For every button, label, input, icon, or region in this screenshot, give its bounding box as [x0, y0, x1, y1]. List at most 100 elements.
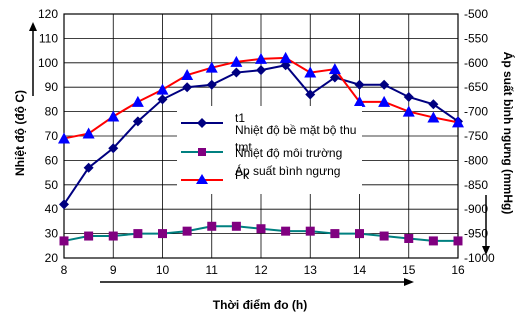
y-left-tick-label: 20 [45, 251, 59, 265]
point-t1 [83, 162, 94, 173]
point-t1 [108, 143, 119, 154]
legend-desc-t1: Nhiệt độ bề mặt bộ thu [235, 123, 357, 137]
point-t1 [59, 199, 69, 210]
point-t1 [256, 65, 266, 76]
point-tmt [182, 226, 192, 236]
y-right-tick-label: -700 [464, 105, 488, 119]
point-tmt [355, 229, 364, 239]
point-tmt [207, 221, 217, 231]
point-Pk [279, 51, 292, 63]
point-Pk [156, 83, 169, 95]
point-Pk [353, 95, 366, 107]
point-Pk [58, 132, 70, 144]
point-Pk [328, 63, 341, 75]
point-tmt [108, 231, 118, 241]
point-tmt [59, 236, 69, 246]
y-left-tick-label: 60 [45, 153, 59, 167]
x-axis-arrow-head [404, 278, 414, 286]
x-tick-label: 9 [110, 263, 117, 277]
legend-label-t1: t1 [235, 111, 246, 125]
point-tmt [84, 231, 94, 241]
point-tmt [281, 226, 291, 236]
y-right-tick-label: -950 [464, 227, 488, 241]
y-left-tick-label: 110 [39, 31, 58, 45]
point-t1 [206, 79, 217, 90]
point-t1 [379, 79, 390, 90]
point-Pk [107, 110, 120, 122]
point-t1 [182, 82, 193, 93]
y-left-tick-label: 80 [45, 105, 59, 119]
point-tmt [305, 226, 315, 236]
point-t1 [132, 116, 143, 127]
point-tmt [330, 229, 340, 239]
legend-marker-tmt [198, 148, 206, 156]
y-right-tick-label: -900 [464, 202, 488, 216]
y-right-tick-label: -600 [464, 56, 488, 70]
y-left-tick-label: 30 [45, 227, 59, 241]
tick-labels: 20 30 40 50 60 70 80 90 100 110 120 -500 -550 -600 -65… [38, 7, 495, 277]
right-axis-arrow-head [482, 246, 490, 255]
point-Pk [131, 95, 144, 107]
y-axis-label-right: Áp suất bình ngưng (mmHg) [501, 51, 515, 215]
y-left-tick-label: 50 [45, 178, 59, 192]
y-right-tick-label: -750 [464, 129, 488, 143]
point-Pk [452, 116, 464, 128]
point-t1 [428, 99, 439, 110]
x-tick-label: 16 [451, 263, 465, 277]
series-layer [58, 51, 464, 246]
legend-label-pk: Pk [235, 168, 250, 182]
point-tmt [158, 229, 167, 239]
y-right-tick-label: -650 [464, 80, 488, 94]
y-right-tick-label: -800 [464, 153, 488, 167]
legend-marker-pk [196, 174, 208, 184]
y-left-tick-label: 120 [38, 7, 58, 21]
point-tmt [404, 233, 414, 243]
point-t1 [403, 91, 414, 102]
y-right-tick-label: -500 [464, 7, 488, 21]
legend: t1 Nhiệt độ bề mặt bộ thu tmt Nhiệt độ m… [177, 106, 362, 194]
point-Pk [378, 95, 391, 107]
point-tmt [256, 224, 266, 234]
point-Pk [205, 61, 218, 73]
axis-arrows [29, 22, 490, 286]
point-Pk [82, 127, 95, 139]
point-tmt [231, 221, 241, 231]
x-tick-label: 12 [254, 263, 268, 277]
point-tmt [428, 236, 438, 246]
x-tick-label: 14 [353, 263, 367, 277]
point-t1 [329, 72, 340, 83]
point-Pk [304, 66, 317, 78]
point-Pk [427, 111, 440, 123]
point-tmt [379, 231, 389, 241]
y-left-tick-label: 90 [45, 80, 59, 94]
x-axis-label: Thời điểm đo (h) [212, 298, 308, 312]
x-tick-label: 10 [156, 263, 170, 277]
y-right-tick-label: -1000 [464, 251, 495, 265]
point-tmt [453, 236, 463, 246]
y-right-tick-label: -550 [464, 31, 488, 45]
point-Pk [181, 69, 194, 80]
legend-desc-pk: Áp suất bình ngưng [235, 164, 341, 178]
y-right-tick-label: -850 [464, 178, 488, 192]
point-t1 [354, 79, 365, 90]
legend-marker-t1 [197, 118, 207, 128]
point-t1 [231, 67, 242, 78]
y-left-tick-label: 100 [38, 56, 58, 70]
legend-swatches [181, 118, 223, 184]
legend-label-tmt: tmt [235, 140, 252, 154]
point-Pk [255, 52, 267, 64]
point-t1 [305, 89, 316, 100]
legend-desc-tmt: Nhiệt độ môi trường [235, 146, 343, 160]
y-left-tick-label: 40 [45, 202, 59, 216]
x-tick-label: 13 [304, 263, 318, 277]
point-tmt [133, 229, 143, 239]
point-Pk [230, 55, 243, 67]
x-tick-label: 8 [61, 263, 68, 277]
point-Pk [402, 105, 415, 117]
y-axis-label-left: Nhiệt độ (độ C) [13, 90, 27, 176]
x-tick-label: 11 [206, 263, 219, 277]
point-t1 [157, 94, 168, 105]
y-left-tick-label: 70 [45, 129, 59, 143]
x-tick-label: 15 [402, 263, 416, 277]
